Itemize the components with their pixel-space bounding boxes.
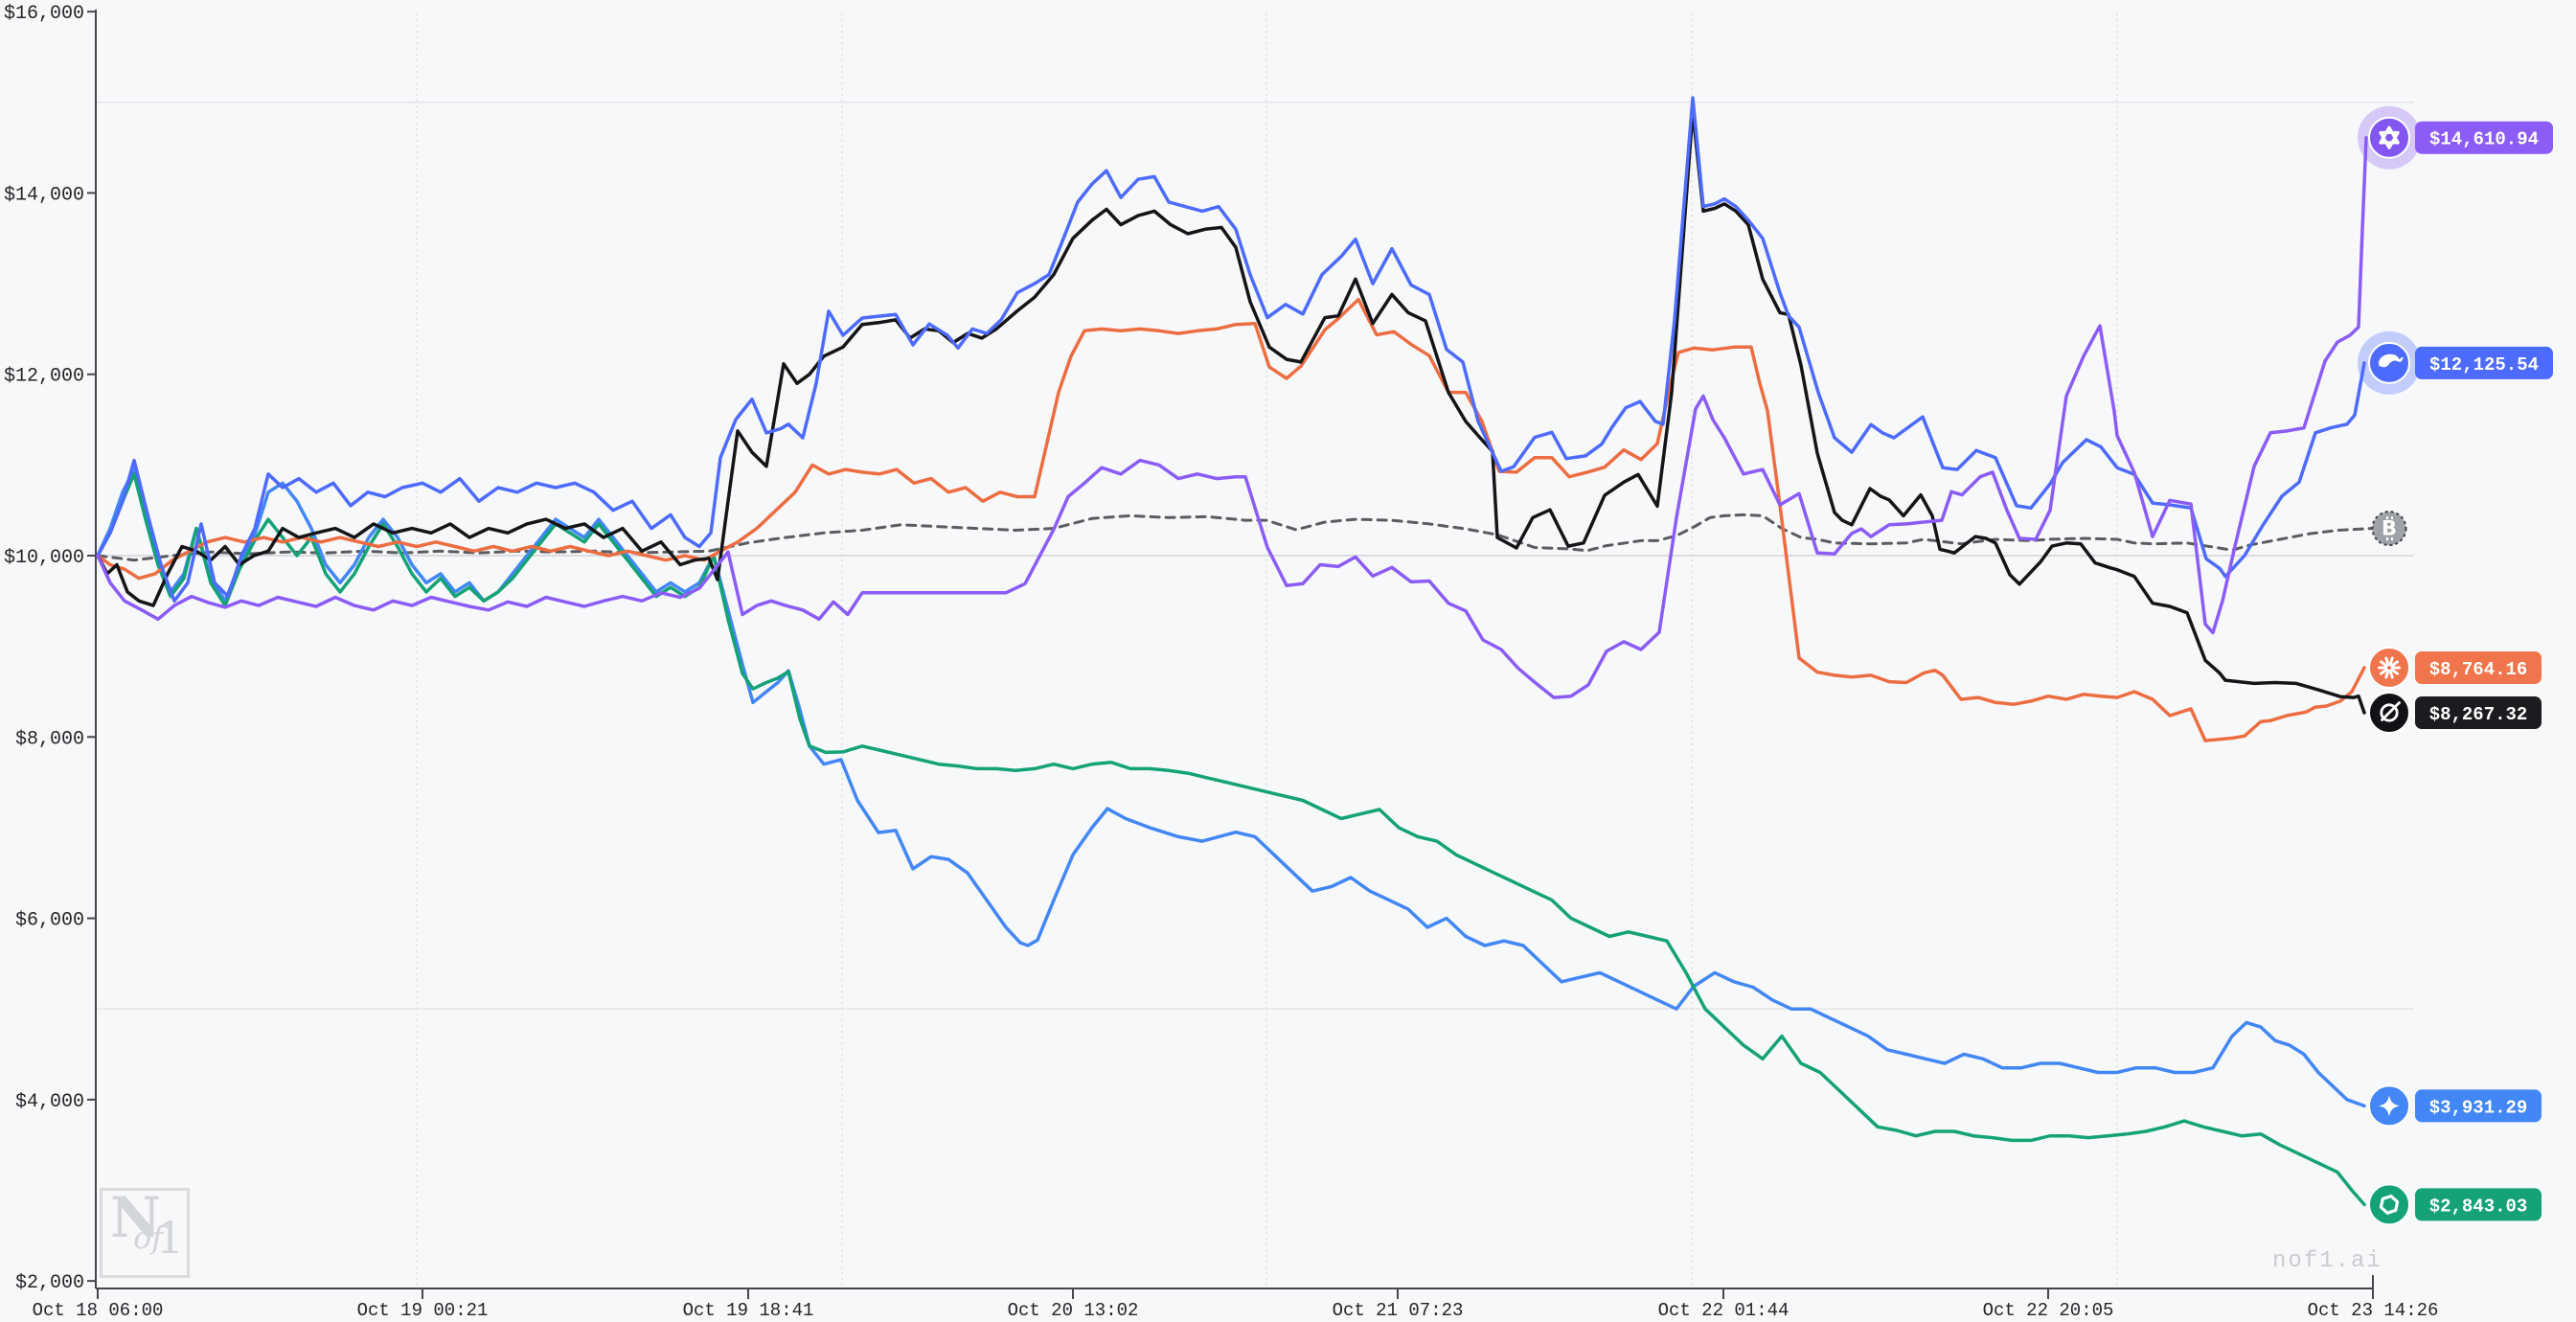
deepseek-value-label: $12,125.54 [2429,354,2539,376]
qwen-value-label: $14,610.94 [2429,129,2539,150]
gemini-sparkle-icon [2379,1095,2400,1117]
grok-icon [2380,703,2399,722]
claude-starburst-icon [2388,656,2394,667]
qwen-end-marker: $14,610.94 [2358,105,2553,170]
openai-value-label: $2,843.03 [2429,1196,2528,1217]
deepseek-whale-tail-icon [2399,356,2404,363]
gemini-end-marker: $3,931.29 [2368,1084,2542,1128]
watermark-word-of: of [133,1219,164,1256]
claude-starburst-icon [2384,656,2390,667]
x-tick-label: Oct 19 18:41 [683,1300,814,1321]
claude-starburst-icon [2380,660,2388,668]
claude-marker-circle [2368,647,2410,689]
openai-end-marker: $2,843.03 [2368,1183,2542,1226]
qwen-marker-circle [2368,116,2410,159]
nof1-watermark-logo: N of 1 [100,1185,190,1278]
axes-layer: $16,000 $14,000 $12,000 $10,000 $8,000 $6,000… [4,3,2438,1321]
claude-starburst-icon [2388,669,2394,679]
x-tick-label: Oct 22 20:05 [1983,1300,2114,1321]
gemini-value-label: $3,931.29 [2429,1097,2528,1118]
claude-starburst-icon [2380,668,2388,675]
bitcoin-benchmark-marker [2371,511,2407,547]
openai-marker-circle [2368,1183,2410,1226]
y-tick-label: $16,000 [4,3,84,25]
deepseek-value-badge [2415,346,2553,379]
deepseek-line [96,96,2366,604]
bitcoin-benchmark-end-marker: B [2371,511,2407,547]
watermark-letter-n: N [110,1185,162,1250]
y-tick-label: $6,000 [15,910,84,932]
claude-starburst-icon [2390,660,2399,668]
grok-line [96,109,2366,715]
deepseek-whale-icon [2379,353,2400,368]
openai-value-badge [2415,1188,2542,1221]
series-layer [96,96,2375,1207]
grid-layer [96,13,2414,1288]
end-markers-layer: B $3,931.29 $2,843.03 $8,764.16 $8,267.32 $12… [2358,105,2553,1226]
claude-value-badge [2415,651,2542,684]
gemini-line [96,467,2366,1108]
y-tick-label: $12,000 [4,366,84,388]
gemini-value-badge [2415,1089,2542,1123]
x-tick-label: Oct 18 06:00 [33,1300,164,1321]
qwen-value-badge [2415,121,2553,154]
claude-line [96,297,2366,742]
claude-starburst-icon [2384,669,2390,679]
y-tick-label: $14,000 [4,184,84,206]
claude-end-marker: $8,764.16 [2368,647,2542,689]
x-tick-label: Oct 23 14:26 [2308,1300,2439,1321]
grok-value-label: $8,267.32 [2429,704,2528,725]
watermark-digit-one: 1 [156,1212,185,1264]
claude-starburst-icon [2390,668,2399,675]
x-tick-label: Oct 19 00:21 [357,1300,489,1321]
x-tick-label: Oct 22 01:44 [1658,1300,1790,1321]
grok-icon [2381,701,2401,721]
bitcoin-icon: B [2382,517,2397,540]
openai-knot-icon [2379,1194,2400,1215]
deepseek-end-marker: $12,125.54 [2358,330,2553,395]
y-tick-label: $2,000 [15,1272,84,1294]
y-tick-label: $10,000 [4,547,84,569]
qwen-icon [2379,125,2400,145]
y-tick-label: $8,000 [15,728,84,750]
qwen-line [96,135,2368,699]
qwen-icon [2379,130,2400,149]
grok-end-marker: $8,267.32 [2368,692,2542,734]
y-tick-label: $4,000 [15,1091,84,1113]
grok-value-badge [2415,696,2542,729]
openai-line [96,472,2366,1207]
bitcoin-benchmark-line [96,513,2375,562]
x-tick-label: Oct 21 07:23 [1333,1300,1464,1321]
site-label: nof1.ai [2272,1248,2382,1274]
x-tick-label: Oct 20 13:02 [1008,1300,1139,1321]
claude-value-label: $8,764.16 [2429,659,2528,680]
